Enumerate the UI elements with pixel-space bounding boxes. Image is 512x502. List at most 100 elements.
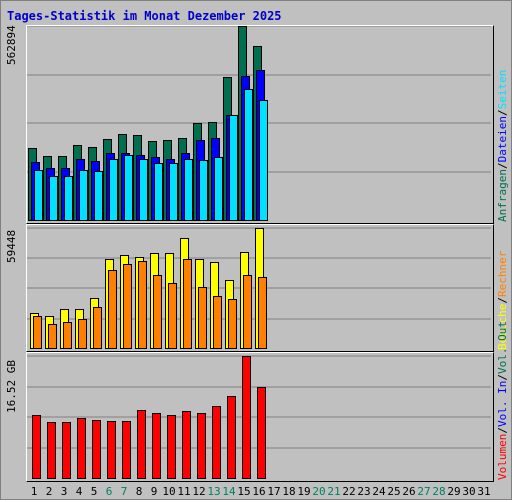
- volume-ymax-label: 16.52 GB: [5, 360, 18, 413]
- bar-volumen-day-6: [107, 421, 116, 479]
- legend-item: Anfragen: [496, 169, 509, 222]
- bar-seiten-day-16: [259, 100, 268, 221]
- bar-rechner-day-10: [168, 283, 177, 349]
- x-tick-label: 4: [76, 485, 83, 498]
- legend-item: Dateien: [496, 116, 509, 162]
- bar-seiten-day-9: [154, 163, 163, 221]
- bar-volumen-day-11: [182, 411, 191, 479]
- bar-rechner-day-15: [243, 275, 252, 349]
- bar-rechner-day-3: [63, 322, 72, 349]
- bar-volumen-day-9: [152, 413, 161, 479]
- bar-seiten-day-10: [169, 163, 178, 221]
- bar-volumen-day-7: [122, 421, 131, 479]
- x-tick-label: 13: [207, 485, 220, 498]
- bar-rechner-day-16: [258, 277, 267, 349]
- x-tick-label: 19: [297, 485, 310, 498]
- x-tick-label: 15: [237, 485, 250, 498]
- bar-rechner-day-9: [153, 275, 162, 349]
- legend-item: Vol. In: [496, 381, 509, 427]
- visits-plot: [26, 224, 494, 352]
- x-tick-label: 23: [357, 485, 370, 498]
- x-tick-label: 31: [477, 485, 490, 498]
- bar-seiten-day-14: [229, 115, 238, 221]
- legend-labels: Anfragen/Dateien/SeitenBesuche/RechnerVo…: [496, 70, 509, 480]
- bar-volumen-day-8: [137, 410, 146, 479]
- legend-separator: /: [496, 109, 509, 116]
- requests-bars: [27, 25, 491, 221]
- x-tick-label: 27: [417, 485, 430, 498]
- legend-group: Volumen/Vol. In/Vol. Out: [496, 321, 509, 480]
- x-tick-label: 25: [387, 485, 400, 498]
- x-tick-label: 22: [342, 485, 355, 498]
- bar-seiten-day-11: [184, 159, 193, 221]
- bar-volumen-day-1: [32, 415, 41, 479]
- legend: Anfragen/Dateien/Seiten Besuche/Rechner Vo…: [495, 1, 509, 499]
- bar-volumen-day-3: [62, 422, 71, 479]
- visits-ymax-label: 59448: [5, 229, 18, 263]
- legend-separator: /: [496, 162, 509, 169]
- bar-volumen-day-16: [257, 387, 266, 479]
- legend-item: Vol. Out: [496, 321, 509, 374]
- bar-seiten-day-15: [244, 89, 253, 221]
- x-tick-label: 5: [91, 485, 98, 498]
- bar-seiten-day-13: [214, 157, 223, 221]
- bar-seiten-day-3: [64, 176, 73, 221]
- x-tick-label: 14: [222, 485, 236, 498]
- bar-seiten-day-1: [34, 170, 43, 221]
- visits-bars: [27, 227, 491, 349]
- x-axis-labels: 1 2 3 4 5 6 7 8 9 10 11 12 13 14 15 16 17 18 19 20 21 22 23 24 2…: [31, 485, 491, 498]
- x-tick-label: 12: [192, 485, 205, 498]
- chart-title: Tages-Statistik im Monat Dezember 2025: [7, 9, 282, 23]
- volume-plot: [26, 352, 494, 482]
- legend-group: Anfragen/Dateien/Seiten: [496, 70, 509, 222]
- bar-volumen-day-12: [197, 413, 206, 479]
- x-axis: 1 2 3 4 5 6 7 8 9 10 11 12 13 14 15 16 17 18 19 20 21 22 23 24 2…: [26, 483, 492, 498]
- x-tick-label: 3: [61, 485, 68, 498]
- volume-bars: [27, 355, 491, 479]
- bar-rechner-day-8: [138, 261, 147, 349]
- bar-seiten-day-5: [94, 171, 103, 221]
- bar-volumen-day-2: [47, 422, 56, 479]
- x-tick-label: 24: [372, 485, 386, 498]
- x-tick-label: 28: [432, 485, 445, 498]
- x-tick-label: 6: [106, 485, 113, 498]
- legend-group: Besuche/Rechner: [496, 250, 509, 350]
- x-tick-label: 10: [162, 485, 175, 498]
- x-tick-label: 2: [46, 485, 53, 498]
- bar-rechner-day-5: [93, 307, 102, 349]
- requests-plot: [26, 25, 494, 224]
- bar-rechner-day-13: [213, 296, 222, 349]
- x-tick-label: 18: [282, 485, 295, 498]
- x-tick-label: 26: [402, 485, 415, 498]
- bar-rechner-day-7: [123, 264, 132, 349]
- x-tick-label: 8: [136, 485, 143, 498]
- bar-volumen-day-5: [92, 420, 101, 479]
- x-tick-label: 11: [177, 485, 190, 498]
- bar-seiten-day-2: [49, 176, 58, 221]
- bar-rechner-day-2: [48, 324, 57, 349]
- bar-rechner-day-4: [78, 319, 87, 349]
- bar-rechner-day-11: [183, 259, 192, 349]
- x-tick-label: 16: [252, 485, 265, 498]
- bar-seiten-day-8: [139, 159, 148, 221]
- bar-seiten-day-7: [124, 155, 133, 221]
- legend-separator: /: [496, 427, 509, 434]
- bar-rechner-day-1: [33, 316, 42, 349]
- legend-item: Seiten: [496, 70, 509, 110]
- legend-item: Besuche: [496, 304, 509, 350]
- bar-volumen-day-14: [227, 396, 236, 479]
- x-tick-label: 20: [312, 485, 325, 498]
- bar-volumen-day-15: [242, 356, 251, 479]
- bar-seiten-day-12: [199, 160, 208, 221]
- x-tick-label: 9: [151, 485, 158, 498]
- bar-rechner-day-14: [228, 299, 237, 349]
- bar-rechner-day-6: [108, 270, 117, 349]
- x-tick-label: 7: [121, 485, 128, 498]
- legend-separator: /: [496, 297, 509, 304]
- legend-item: Rechner: [496, 250, 509, 297]
- legend-separator: /: [496, 374, 509, 381]
- bar-volumen-day-10: [167, 415, 176, 479]
- x-tick-label: 30: [462, 485, 475, 498]
- requests-ymax-label: 562894: [5, 25, 18, 65]
